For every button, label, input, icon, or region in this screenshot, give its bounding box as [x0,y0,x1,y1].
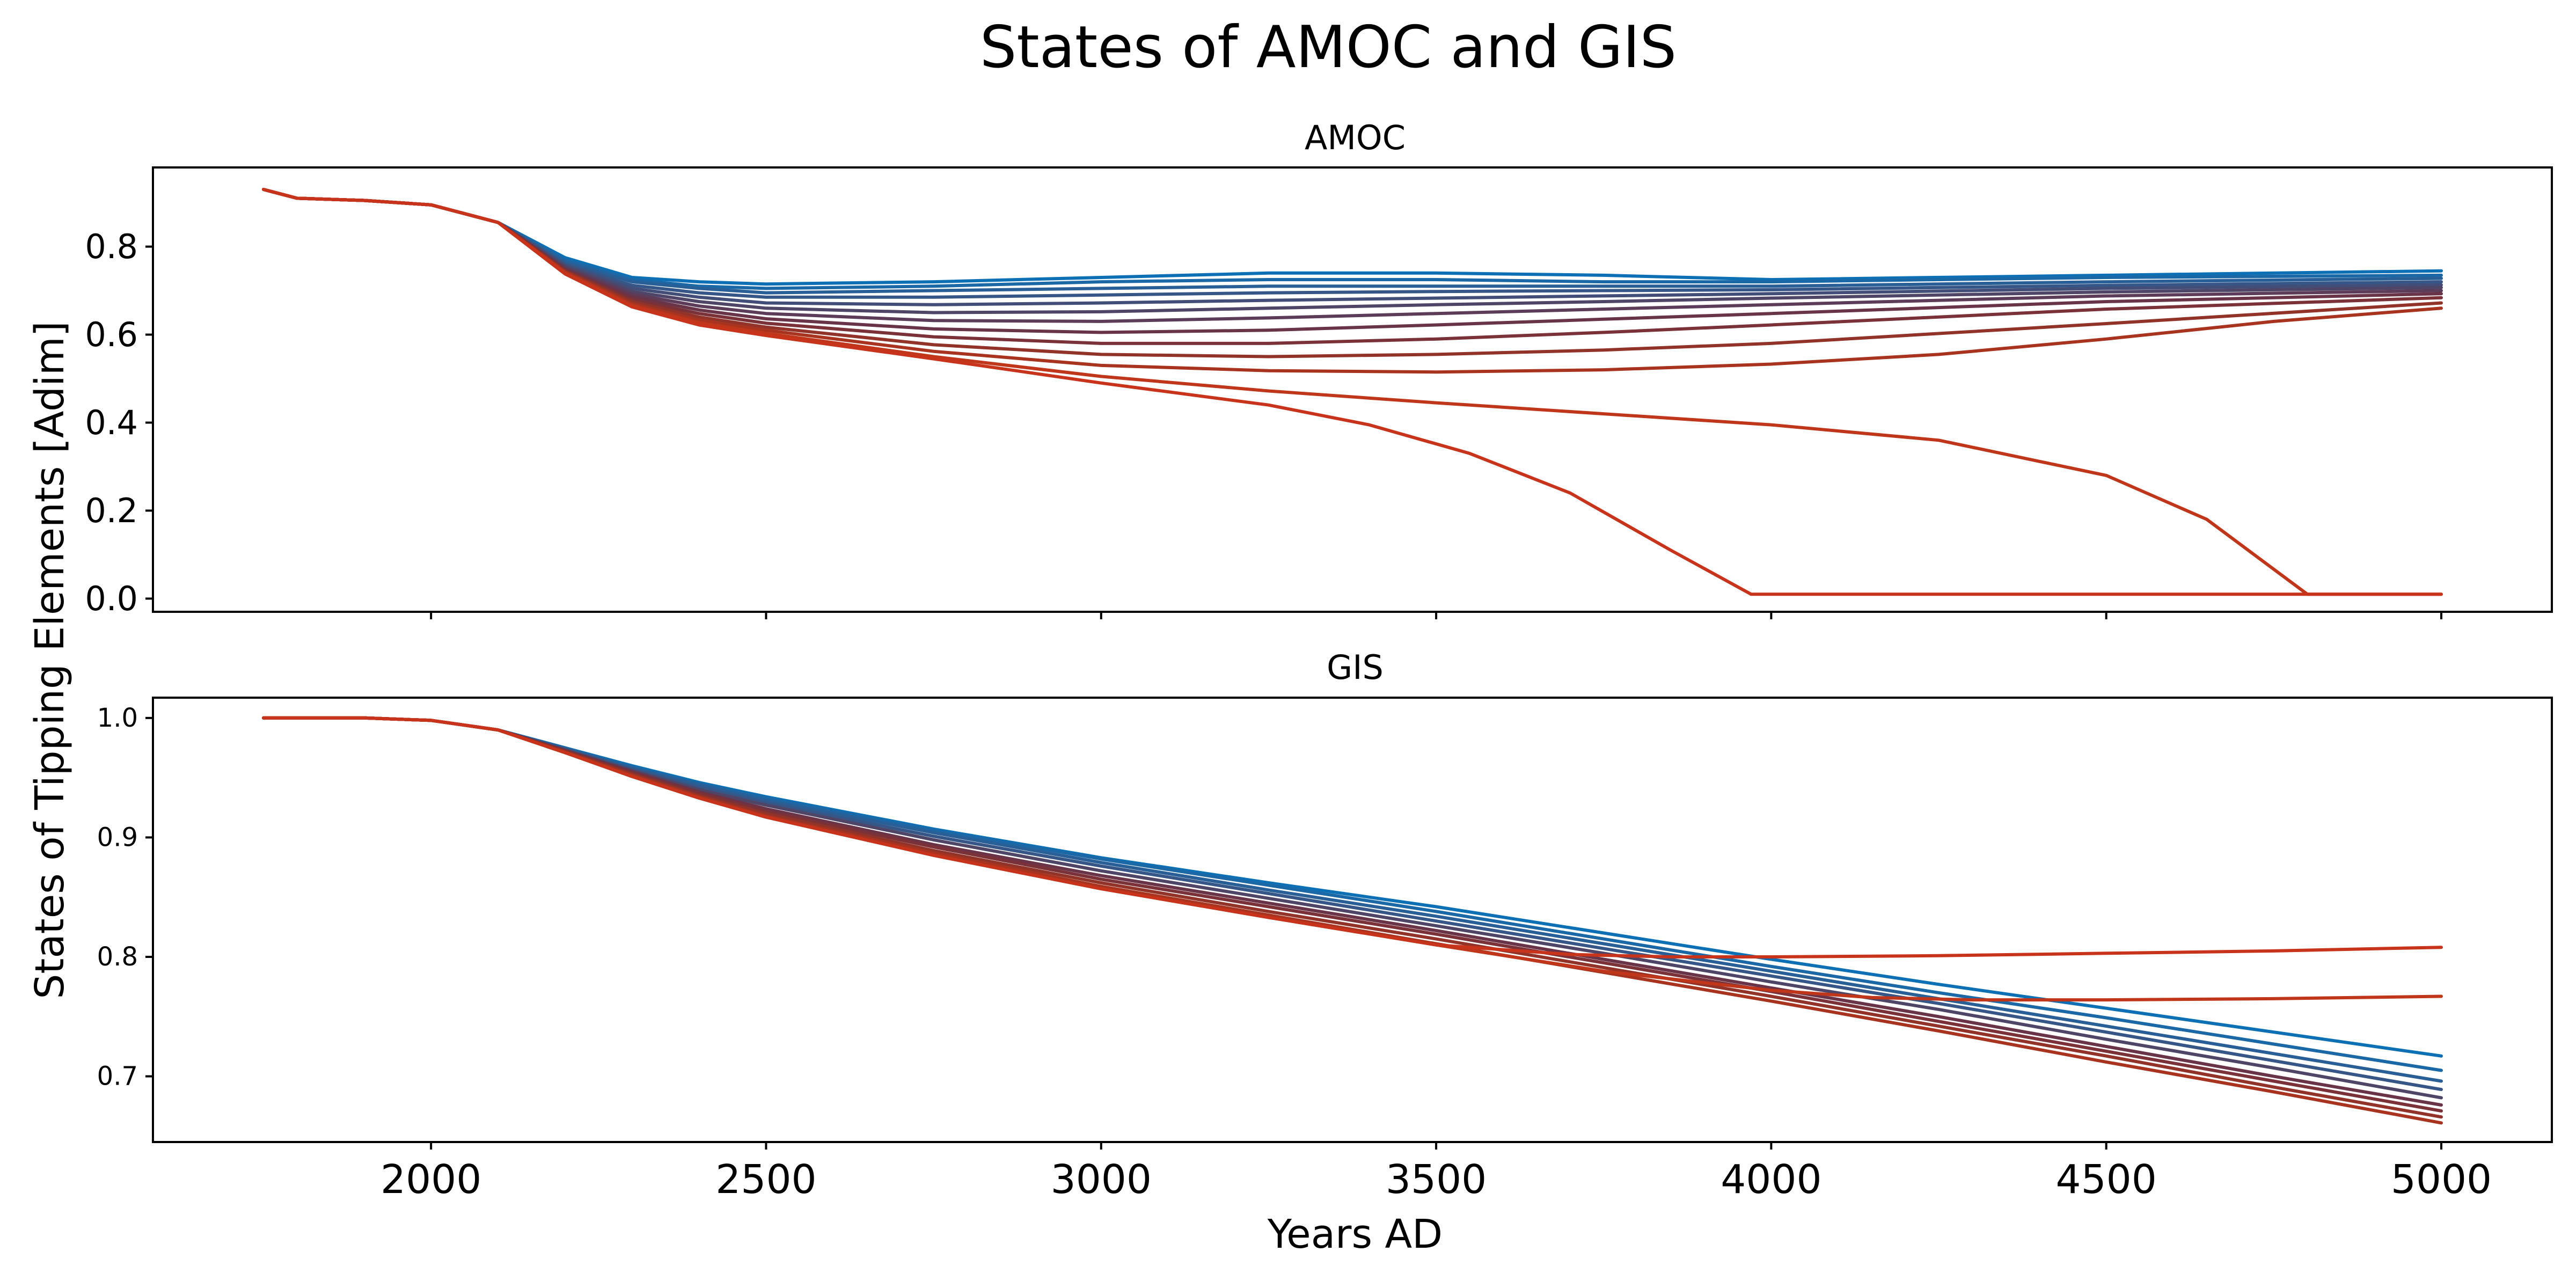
gis-series-line-11 [262,716,2443,958]
gis-series-group [262,716,2443,1125]
y-axis-label: States of Tipping Elements [Adim] [27,321,73,999]
gis-x-tick-label: 4500 [2056,1157,2157,1203]
gis-x-tick-label: 3500 [1386,1157,1487,1203]
amoc-y-tick-label: 0.2 [85,491,138,530]
x-axis-label: Years AD [1267,1211,1443,1257]
gis-x-ticks: 2000 2500 3000 3500 4000 4500 5000 [380,1142,2492,1203]
gis-panel: GIS 0.7 0.8 0.9 1.0 2000 2500 3000 3500 4000 450… [97,648,2553,1203]
amoc-y-tick-label: 0.8 [85,227,138,266]
gis-y-tick-label: 0.7 [97,1062,138,1092]
figure-title: States of AMOC and GIS [980,14,1677,81]
gis-x-tick-label: 4000 [1721,1157,1821,1203]
gis-y-ticks: 0.7 0.8 0.9 1.0 [97,703,153,1092]
amoc-y-tick-label: 0.0 [85,579,138,618]
amoc-plot-frame [152,166,2553,613]
amoc-x-ticks [430,612,2442,619]
gis-panel-title: GIS [1327,648,1384,687]
gis-y-tick-label: 0.8 [97,942,138,972]
amoc-panel-title: AMOC [1305,118,1406,157]
amoc-y-tick-label: 0.6 [85,315,138,354]
gis-x-tick-label: 5000 [2391,1157,2492,1203]
gis-y-tick-label: 0.9 [97,822,138,852]
gis-y-tick-label: 1.0 [97,703,138,733]
amoc-y-tick-label: 0.4 [85,403,138,442]
gis-x-tick-label: 2500 [715,1157,816,1203]
amoc-panel: AMOC 0.0 0.2 0.4 0.6 0.8 [85,118,2553,619]
amoc-y-ticks: 0.0 0.2 0.4 0.6 0.8 [85,227,153,618]
amoc-series-line-13 [262,188,2443,596]
gis-x-tick-label: 2000 [380,1157,481,1203]
gis-x-tick-label: 3000 [1051,1157,1152,1203]
amoc-series-group [262,188,2443,596]
gis-plot-frame [152,697,2553,1143]
